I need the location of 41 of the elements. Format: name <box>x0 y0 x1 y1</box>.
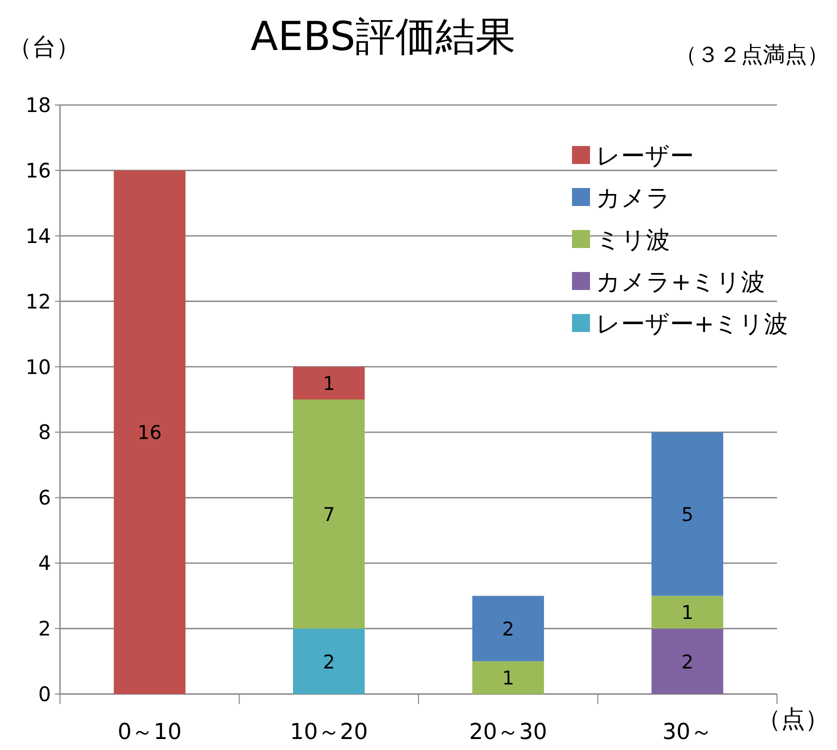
y-tick-label: 18 <box>26 93 51 117</box>
data-label: 2 <box>681 651 694 674</box>
x-tick-label: 30～ <box>662 720 712 745</box>
y-tick-label: 2 <box>38 616 51 641</box>
legend-label: カメラ <box>596 184 671 212</box>
x-tick-label: 0～10 <box>118 720 182 745</box>
x-tick-label: 20～30 <box>469 720 548 745</box>
legend-label: カメラ+ミリ波 <box>596 268 766 296</box>
bar <box>472 661 544 694</box>
data-label: 1 <box>322 373 335 396</box>
y-axis-title: （台） <box>8 33 80 61</box>
y-tick-label: 10 <box>26 354 51 379</box>
bar <box>652 628 724 694</box>
y-tick-label: 0 <box>38 682 51 706</box>
text: （３２点満点） <box>675 43 829 68</box>
x-axis-title: （点） <box>757 705 829 733</box>
bar <box>293 628 365 694</box>
legend-label: レーザー <box>596 142 694 170</box>
y-tick-label: 14 <box>26 224 51 248</box>
bar <box>472 596 544 662</box>
y-tick-label: 8 <box>38 420 51 444</box>
data-label: 2 <box>322 651 335 674</box>
data-label: 5 <box>681 504 694 526</box>
y-tick-label: 6 <box>38 486 51 510</box>
y-tick-label: 12 <box>26 289 51 314</box>
data-label: 16 <box>138 422 162 444</box>
bar <box>293 400 365 629</box>
bar <box>293 366 365 400</box>
y-tick-label: 4 <box>38 551 51 576</box>
y-tick-label: 16 <box>26 158 51 182</box>
data-label: 1 <box>502 668 514 690</box>
data-label: 2 <box>502 618 514 641</box>
chart-title: AEBS評価結果 <box>250 14 516 60</box>
legend-label: ミリ波 <box>596 226 670 254</box>
legend-label: レーザー+ミリ波 <box>596 310 788 338</box>
data-label: 7 <box>322 504 335 526</box>
bar <box>652 596 724 629</box>
bar <box>114 170 186 694</box>
data-label: 1 <box>681 602 694 624</box>
x-tick-label: 10～20 <box>290 720 368 745</box>
bar <box>652 432 724 596</box>
